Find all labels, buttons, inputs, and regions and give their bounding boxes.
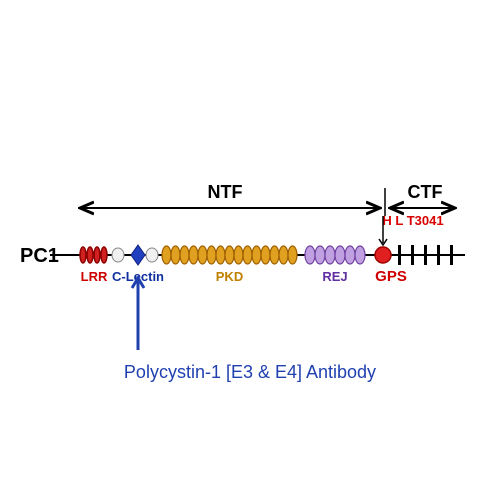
rej-ring (315, 246, 325, 264)
pkd-ring (162, 246, 171, 264)
pkd-ring (252, 246, 261, 264)
tm-bar (450, 245, 453, 265)
pkd-ring (216, 246, 225, 264)
spacer-domain-2 (146, 248, 158, 262)
pkd-ring (279, 246, 288, 264)
lrr-label: LRR (81, 269, 108, 284)
pkd-ring (180, 246, 189, 264)
ntf-label: NTF (208, 182, 243, 202)
lrr-ring (94, 247, 100, 263)
rej-ring (345, 246, 355, 264)
gps-label: GPS (375, 268, 407, 285)
rej-label: REJ (322, 269, 347, 284)
spacer-domain (112, 248, 124, 262)
pkd-ring (288, 246, 297, 264)
pkd-ring (234, 246, 243, 264)
pkd-ring (189, 246, 198, 264)
lrr-ring (101, 247, 107, 263)
tm-bar (411, 245, 414, 265)
clectin-domain (131, 245, 145, 265)
rej-ring (305, 246, 315, 264)
cleavage-label: H L T3041 (382, 213, 443, 228)
tm-bar (398, 245, 401, 265)
rej-ring (355, 246, 365, 264)
tm-bar (437, 245, 440, 265)
tm-bar (424, 245, 427, 265)
lrr-ring (80, 247, 86, 263)
pkd-ring (207, 246, 216, 264)
pkd-ring (270, 246, 279, 264)
pkd-ring (225, 246, 234, 264)
pkd-ring (198, 246, 207, 264)
pkd-ring (171, 246, 180, 264)
pkd-ring (243, 246, 252, 264)
ctf-label: CTF (408, 182, 443, 202)
pkd-label: PKD (216, 269, 243, 284)
rej-ring (335, 246, 345, 264)
gps-domain (375, 247, 391, 263)
pc1-title: PC1 (20, 245, 59, 267)
pkd-ring (261, 246, 270, 264)
rej-ring (325, 246, 335, 264)
antibody-label: Polycystin-1 [E3 & E4] Antibody (124, 362, 376, 382)
lrr-ring (87, 247, 93, 263)
